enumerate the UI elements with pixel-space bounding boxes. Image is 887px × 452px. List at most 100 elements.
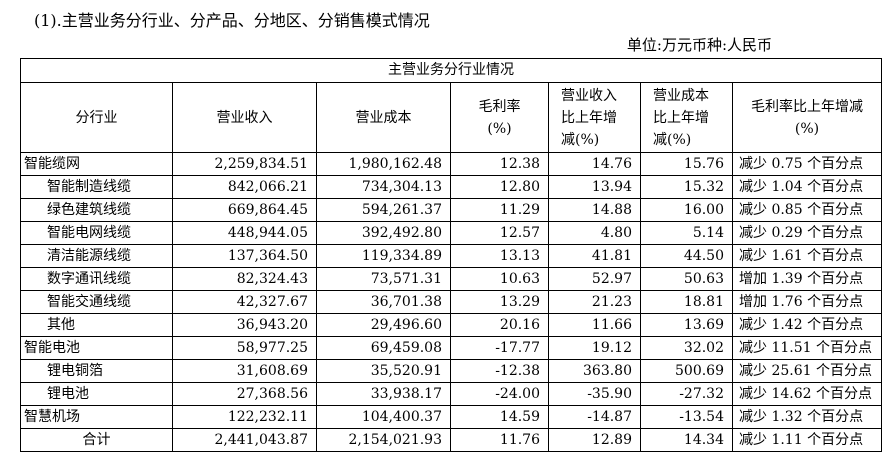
cell-gross-margin: -17.77 [450,336,549,360]
cell-industry: 锂电池 [20,382,173,406]
cell-cost-change: -27.32 [640,382,733,406]
table-row: 锂电铜箔 31,608.69 35,520.91 -12.38 363.80 500.69… [20,359,882,383]
header-line: (%) [794,120,820,137]
cell-revenue-change: 13.94 [548,175,641,199]
cell-revenue: 42,327.67 [172,290,317,314]
cell-cost: 29,496.60 [316,313,451,337]
header-line: 减(%) [561,131,600,148]
cell-cost-change: 18.81 [640,290,733,314]
cell-cost-change: 500.69 [640,359,733,383]
header-line: 毛利率 [478,98,521,115]
cell-cost-change: 44.50 [640,244,733,268]
header-revenue-change: 营业收入 比上年增 减(%) [548,82,641,153]
cell-industry: 数字通讯线缆 [20,267,173,291]
header-line: 比上年增 [653,109,709,126]
table-row: 绿色建筑线缆 669,864.45 594,261.37 11.29 14.88 16.0… [20,198,882,222]
cell-revenue: 2,259,834.51 [172,152,317,176]
cell-revenue-change: 14.88 [548,198,641,222]
table-row: 合计 2,441,043.87 2,154,021.93 11.76 12.89 14.3… [20,428,882,452]
cell-margin-change: 减少 1.32 个百分点 [732,405,882,429]
cell-industry: 智能电池 [20,336,173,360]
cell-revenue-change: 363.80 [548,359,641,383]
cell-cost-change: 15.76 [640,152,733,176]
header-industry: 分行业 [20,82,173,153]
cell-cost: 33,938.17 [316,382,451,406]
header-gross-margin: 毛利率 (%) [450,82,549,153]
cell-cost: 392,492.80 [316,221,451,245]
cell-cost-change: 50.63 [640,267,733,291]
cell-cost-change: 16.00 [640,198,733,222]
cell-margin-change: 减少 1.11 个百分点 [732,428,882,452]
cell-margin-change: 减少 1.04 个百分点 [732,175,882,199]
table-row: 智慧机场 122,232.11 104,400.37 14.59 -14.87 -13.5… [20,405,882,429]
cell-revenue-change: 12.89 [548,428,641,452]
header-revenue: 营业收入 [172,82,317,153]
cell-revenue: 2,441,043.87 [172,428,317,452]
cell-industry: 绿色建筑线缆 [20,198,173,222]
cell-cost-change: 32.02 [640,336,733,360]
cell-cost: 119,334.89 [316,244,451,268]
cell-cost: 73,571.31 [316,267,451,291]
cell-revenue: 31,608.69 [172,359,317,383]
cell-revenue: 448,944.05 [172,221,317,245]
header-line: 分行业 [75,109,118,126]
section-heading: (1).主营业务分行业、分产品、分地区、分销售模式情况 [34,11,430,30]
table-row: 智能电网线缆 448,944.05 392,492.80 12.57 4.80 5.14 减… [20,221,882,245]
cell-cost: 1,980,162.48 [316,152,451,176]
table-row: 智能电池 58,977.25 69,459.08 -17.77 19.12 32.02 减少… [20,336,882,360]
cell-margin-change: 减少 25.61 个百分点 [732,359,882,383]
cell-industry: 其他 [20,313,173,337]
cell-margin-change: 减少 1.42 个百分点 [732,313,882,337]
cell-margin-change: 减少 14.62 个百分点 [732,382,882,406]
cell-gross-margin: 12.80 [450,175,549,199]
unit-note: 单位:万元币种:人民币 [626,36,772,54]
header-cost: 营业成本 [316,82,451,153]
cell-industry: 智慧机场 [20,405,173,429]
cell-cost: 69,459.08 [316,336,451,360]
cell-margin-change: 减少 1.61 个百分点 [732,244,882,268]
cell-gross-margin: 13.29 [450,290,549,314]
cell-cost: 594,261.37 [316,198,451,222]
header-line: 毛利率比上年增减 [751,98,863,115]
cell-gross-margin: -12.38 [450,359,549,383]
cell-industry: 智能缆网 [20,152,173,176]
cell-revenue: 27,368.56 [172,382,317,406]
cell-gross-margin: 11.76 [450,428,549,452]
cell-revenue: 669,864.45 [172,198,317,222]
cell-gross-margin: 13.13 [450,244,549,268]
header-margin-change: 毛利率比上年增减 (%) [732,82,882,153]
cell-margin-change: 增加 1.76 个百分点 [732,290,882,314]
table-row: 锂电池 27,368.56 33,938.17 -24.00 -35.90 -27.32 减… [20,382,882,406]
table-row: 清洁能源线缆 137,364.50 119,334.89 13.13 41.81 44.5… [20,244,882,268]
cell-margin-change: 减少 0.75 个百分点 [732,152,882,176]
cell-revenue: 36,943.20 [172,313,317,337]
table-row: 智能缆网 2,259,834.51 1,980,162.48 12.38 14.76 15… [20,152,882,176]
cell-revenue: 82,324.43 [172,267,317,291]
cell-margin-change: 增加 1.39 个百分点 [732,267,882,291]
cell-cost: 36,701.38 [316,290,451,314]
table-row: 智能交通线缆 42,327.67 36,701.38 13.29 21.23 18.81 增… [20,290,882,314]
cell-gross-margin: 10.63 [450,267,549,291]
cell-revenue: 122,232.11 [172,405,317,429]
cell-cost: 104,400.37 [316,405,451,429]
industry-revenue-table: 主营业务分行业情况 分行业 营业收入 营业成本 毛利率 (%) 营业收入 比上年增 减(%) 营… [20,58,882,452]
cell-revenue-change: 19.12 [548,336,641,360]
table-row: 其他 36,943.20 29,496.60 20.16 11.66 13.69 减少 1.… [20,313,882,337]
cell-industry: 智能交通线缆 [20,290,173,314]
header-line: 营业成本 [355,109,412,126]
cell-revenue-change: 11.66 [548,313,641,337]
cell-industry: 锂电铜箔 [20,359,173,383]
cell-revenue: 58,977.25 [172,336,317,360]
cell-margin-change: 减少 0.29 个百分点 [732,221,882,245]
table-row: 数字通讯线缆 82,324.43 73,571.31 10.63 52.97 50.63 增… [20,267,882,291]
cell-industry: 智能电网线缆 [20,221,173,245]
cell-gross-margin: -24.00 [450,382,549,406]
cell-margin-change: 减少 0.85 个百分点 [732,198,882,222]
cell-industry: 合计 [20,428,173,452]
cell-cost-change: -13.54 [640,405,733,429]
header-line: (%) [487,120,512,137]
cell-revenue-change: 21.23 [548,290,641,314]
cell-cost-change: 13.69 [640,313,733,337]
cell-revenue-change: 52.97 [548,267,641,291]
cell-gross-margin: 11.29 [450,198,549,222]
